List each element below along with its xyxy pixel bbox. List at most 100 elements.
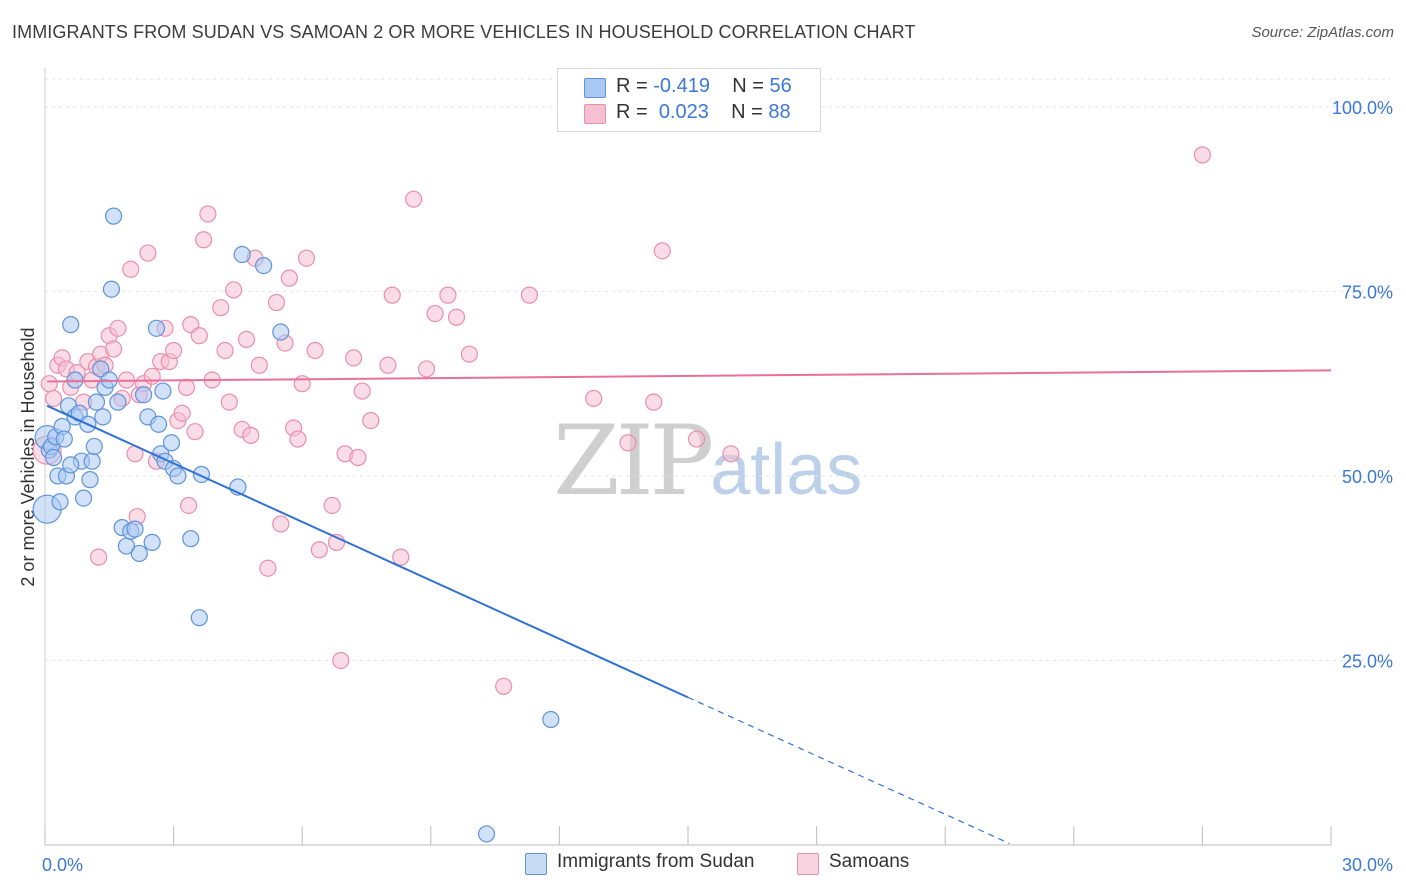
samoan-point: [250, 356, 268, 374]
sudan-point: [66, 371, 84, 389]
samoan-point: [173, 404, 191, 422]
sudan-point: [134, 386, 153, 404]
samoan-point: [195, 231, 213, 249]
sudan-point: [83, 452, 101, 470]
samoan-point: [460, 345, 478, 363]
sudan-point: [272, 323, 290, 341]
samoan-point: [362, 411, 380, 430]
n-value-sudan: 56: [769, 75, 792, 97]
sudan-point: [147, 319, 166, 337]
sudan-point: [255, 256, 273, 275]
samoan-point: [280, 269, 298, 287]
samoan-point: [143, 367, 161, 385]
sudan-point: [149, 415, 168, 433]
sudan-point: [154, 382, 172, 400]
y-tick-label: 25.0%: [1342, 651, 1393, 671]
samoan-point: [323, 496, 341, 515]
samoan-point: [306, 341, 324, 360]
y-tick-label: 75.0%: [1342, 282, 1393, 302]
sudan-point: [94, 408, 112, 426]
samoan-point: [44, 389, 63, 408]
sudan-point: [477, 825, 496, 843]
samoan-point: [439, 286, 457, 304]
samoan-point: [426, 304, 444, 323]
samoan-point: [165, 341, 183, 360]
samoan-point: [199, 205, 217, 223]
x-tick-label: 0.0%: [42, 855, 83, 875]
sudan-point: [62, 456, 80, 474]
samoan-point: [297, 249, 316, 267]
samoan-point: [104, 340, 123, 358]
sudan-point: [62, 316, 80, 334]
x-tick-label: 30.0%: [1342, 855, 1393, 875]
samoan-point: [225, 281, 243, 299]
n-label: N =: [732, 75, 764, 97]
samoan-point: [272, 515, 290, 533]
legend-label-samoan: Samoans: [829, 851, 910, 872]
sudan-point: [542, 710, 560, 729]
samoan-point: [405, 190, 423, 208]
sudan-trend-line: [46, 404, 689, 699]
samoan-point: [220, 393, 238, 411]
sudan-point: [85, 437, 103, 456]
samoan-point: [379, 356, 397, 374]
sudan-point: [81, 471, 99, 489]
samoan-point: [139, 244, 157, 262]
samoan-point: [653, 242, 671, 260]
legend-swatch-sudan: [525, 853, 547, 875]
legend-swatch-samoan: [797, 853, 819, 875]
samoan-point: [293, 375, 311, 393]
samoan-point: [186, 423, 204, 441]
samoan-point: [349, 448, 367, 467]
sudan-point: [87, 393, 106, 411]
sudan-point: [190, 609, 208, 627]
sudan-point: [182, 530, 200, 548]
y-tick-label: 100.0%: [1332, 98, 1393, 118]
sudan-trend-extension: [687, 696, 1010, 845]
sudan-point: [143, 533, 161, 551]
samoan-point: [687, 430, 706, 448]
n-label: N =: [731, 101, 763, 123]
samoan-point: [190, 327, 208, 345]
y-axis-label: 2 or more Vehicles in Household: [18, 327, 38, 586]
samoan-point: [40, 375, 58, 393]
sudan-point: [162, 434, 181, 452]
r-value-sudan: -0.419: [653, 75, 710, 97]
samoan-point: [332, 651, 350, 670]
samoan-point: [177, 378, 196, 396]
sudan-point: [51, 493, 69, 511]
legend-label-sudan: Immigrants from Sudan: [557, 851, 755, 872]
n-value-samoan: 88: [768, 101, 791, 123]
samoan-point: [310, 541, 328, 559]
source-label: Source: ZipAtlas.com: [1251, 24, 1394, 41]
samoan-point: [122, 260, 140, 278]
r-label: R =: [616, 101, 648, 123]
samoan-point: [447, 308, 466, 326]
r-label: R =: [616, 75, 648, 97]
samoan-point: [242, 426, 260, 444]
samoan-point: [345, 349, 363, 367]
samoan-point: [417, 360, 436, 378]
sudan-point: [55, 430, 73, 448]
samoan-point: [289, 430, 307, 448]
samoan-point: [392, 548, 410, 566]
samoan-point: [267, 293, 286, 312]
samoan-point: [353, 382, 371, 400]
sudan-point: [104, 207, 123, 225]
legend-swatch-samoan: [584, 104, 606, 124]
sudan-point: [130, 544, 148, 563]
r-value-samoan: 0.023: [658, 101, 709, 123]
samoan-point: [619, 434, 637, 452]
samoan-point: [237, 330, 256, 349]
samoan-point: [180, 496, 198, 515]
y-tick-label: 50.0%: [1342, 467, 1393, 487]
sudan-point: [44, 448, 63, 467]
correlation-legend: R = -0.419 N = 56 R = 0.023 N = 88: [557, 68, 821, 132]
samoan-point: [109, 319, 127, 337]
samoan-point: [89, 548, 108, 566]
sudan-point: [126, 520, 144, 538]
samoan-point: [216, 341, 234, 360]
sudan-point: [102, 280, 121, 298]
samoan-point: [383, 286, 401, 304]
sudan-point: [233, 245, 251, 264]
